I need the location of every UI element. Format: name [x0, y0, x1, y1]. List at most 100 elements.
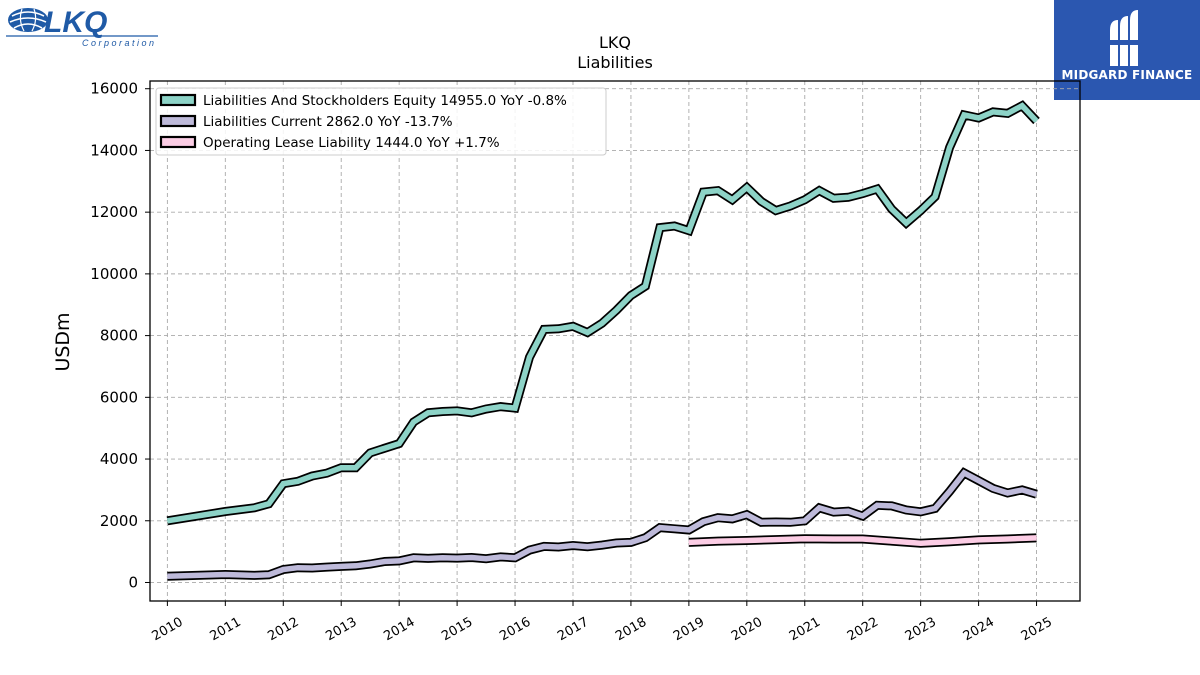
liabilities-current-point	[340, 565, 342, 568]
liabilities-current-point	[253, 574, 255, 576]
liabilities-and-stockholders-equity-point	[557, 328, 560, 330]
x-tick-label: 2013	[323, 615, 359, 645]
liabilities-and-stockholders-equity-point	[166, 520, 168, 522]
liabilities-and-stockholders-equity-legend-swatch	[159, 93, 197, 107]
liabilities-current-line	[167, 469, 1038, 580]
operating-lease-liability-point	[949, 541, 951, 543]
liabilities-and-stockholders-equity-point	[862, 193, 864, 195]
operating-lease-liability-point	[804, 538, 806, 540]
midgard-logo-icon	[1108, 10, 1142, 66]
liabilities-and-stockholders-equity-point	[369, 452, 371, 454]
liabilities-current-point	[789, 521, 791, 523]
logo-subtitle: Corporation	[82, 38, 157, 48]
liabilities-and-stockholders-equity-point	[224, 510, 226, 513]
operating-lease-liability-point	[717, 540, 719, 542]
liabilities-and-stockholders-equity-point	[355, 467, 357, 469]
liabilities-and-stockholders-equity-point	[268, 503, 270, 505]
x-tick-label: 2011	[207, 615, 243, 645]
x-tick-label: 2021	[787, 615, 823, 645]
liabilities-and-stockholders-equity-point	[977, 117, 980, 119]
liabilities-and-stockholders-equity-point	[673, 225, 675, 227]
series-lines	[166, 100, 1040, 581]
liabilities-current-point	[934, 507, 936, 510]
liabilities-current-point	[297, 567, 299, 569]
operating-lease-liability-point	[746, 539, 748, 542]
liabilities-and-stockholders-equity-point	[731, 199, 733, 201]
liabilities-and-stockholders-equity-point	[934, 196, 936, 198]
x-tick-label: 2016	[497, 615, 533, 645]
liabilities-current-point	[311, 567, 313, 569]
liabilities-current-point	[760, 521, 762, 523]
liabilities-current-point	[949, 490, 951, 493]
liabilities-current-point	[746, 513, 748, 516]
y-tick-label: 10000	[90, 265, 138, 283]
liabilities-and-stockholders-equity-point	[876, 188, 878, 190]
operating-lease-liability-point	[891, 540, 893, 542]
liabilities-and-stockholders-equity-point	[514, 407, 516, 409]
operating-lease-liability-point	[862, 538, 864, 540]
liabilities-current-point	[528, 549, 531, 551]
liabilities-current-point	[833, 511, 835, 513]
operating-lease-liability-point	[1035, 537, 1038, 539]
liabilities-and-stockholders-equity-point	[297, 480, 299, 482]
liabilities-current-point	[862, 515, 864, 517]
liabilities-current-point	[615, 542, 618, 544]
liabilities-and-stockholders-equity-point	[485, 408, 487, 410]
chart-subtitle: Liabilities	[577, 53, 653, 72]
operating-lease-liability-point	[775, 538, 777, 541]
liabilities-current-point	[398, 560, 400, 562]
plot-frame	[149, 80, 1081, 602]
y-tick-label: 0	[128, 573, 138, 591]
operating-lease-liability-point	[977, 539, 980, 541]
legend: Liabilities And Stockholders Equity 1495…	[155, 87, 607, 156]
x-tick-label: 2019	[671, 615, 707, 645]
y-tick-label: 4000	[100, 450, 138, 468]
liabilities-and-stockholders-equity-point	[963, 114, 965, 116]
x-tick-label: 2012	[265, 615, 301, 645]
liabilities-and-stockholders-equity-point	[688, 230, 690, 232]
liabilities-current-point	[572, 544, 574, 547]
liabilities-current-point	[413, 557, 415, 559]
liabilities-and-stockholders-equity-point	[615, 309, 618, 311]
liabilities-current-point	[601, 544, 603, 546]
operating-lease-liability-point	[833, 538, 835, 540]
liabilities-and-stockholders-equity-point	[442, 410, 444, 413]
liabilities-current-point	[586, 546, 589, 548]
liabilities-and-stockholders-equity-point	[384, 447, 386, 449]
liabilities-current-point	[963, 472, 965, 474]
liabilities-and-stockholders-equity-point	[398, 443, 400, 445]
liabilities-and-stockholders-equity-point	[601, 322, 603, 324]
x-tick-label: 2024	[961, 615, 997, 645]
liabilities-and-stockholders-equity-point	[717, 189, 719, 192]
liabilities-current-point	[847, 510, 849, 512]
liabilities-current-point	[224, 573, 226, 576]
x-tick-label: 2023	[903, 615, 939, 645]
liabilities-current-point	[731, 518, 733, 520]
liabilities-current-point	[514, 557, 516, 559]
liabilities-current-point	[470, 556, 473, 559]
liabilities-and-stockholders-equity-point	[659, 226, 661, 229]
x-tick-label: 2018	[613, 615, 649, 645]
lkq-logo: LKQ Corporation	[6, 6, 158, 48]
liabilities-and-stockholders-equity-point	[630, 294, 632, 297]
operating-lease-liability-legend-label: Operating Lease Liability 1444.0 YoY +1.…	[203, 135, 500, 151]
liabilities-and-stockholders-equity-point	[891, 208, 893, 210]
liabilities-current-point	[456, 557, 458, 559]
liabilities-and-stockholders-equity-point	[413, 421, 415, 423]
liabilities-and-stockholders-equity-point	[804, 199, 806, 201]
liabilities-and-stockholders-equity-point	[572, 325, 574, 327]
chart-title: LKQ	[599, 33, 631, 52]
liabilities-and-stockholders-equity-point	[282, 483, 284, 485]
operating-lease-liability-point	[920, 542, 922, 544]
liabilities-and-stockholders-equity-point	[760, 200, 762, 202]
liabilities-and-stockholders-equity-point	[1035, 120, 1038, 122]
y-tick-label: 16000	[90, 80, 138, 98]
liabilities-and-stockholders-equity-point	[456, 410, 458, 412]
liabilities-current-point	[804, 520, 806, 522]
liabilities-and-stockholders-equity-point	[818, 189, 820, 192]
liabilities-and-stockholders-equity-point	[1006, 112, 1009, 115]
liabilities-and-stockholders-equity-point	[949, 146, 951, 148]
x-tick-label: 2015	[439, 615, 475, 645]
liabilities-and-stockholders-equity-point	[847, 196, 849, 198]
